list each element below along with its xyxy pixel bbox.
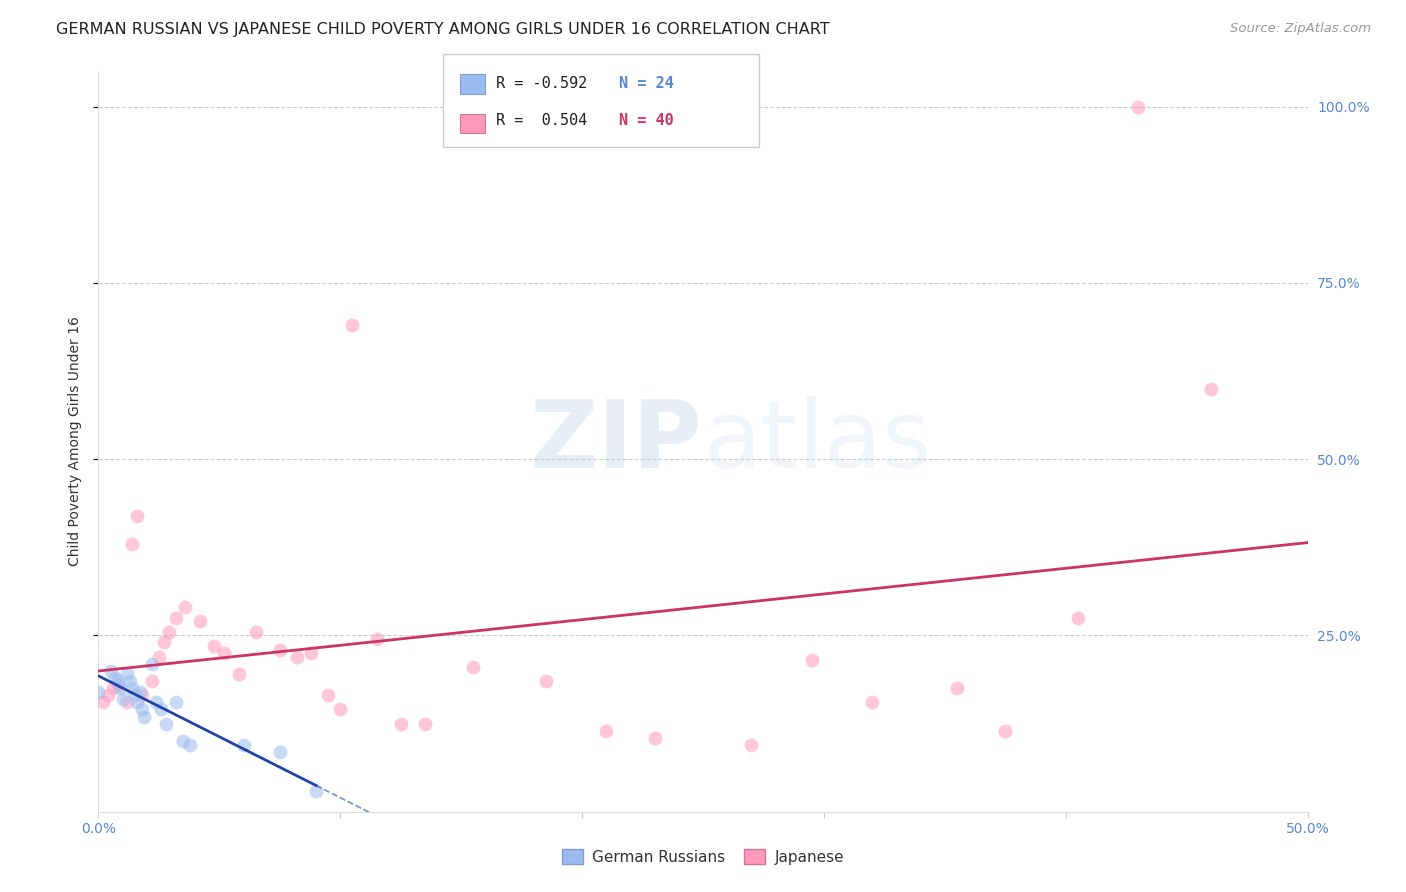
Text: R =  0.504: R = 0.504 — [496, 113, 588, 128]
Point — [127, 695, 149, 709]
Point — [463, 660, 485, 674]
Text: N = 40: N = 40 — [619, 113, 673, 128]
Point — [141, 674, 163, 689]
Point — [740, 738, 762, 752]
Point — [212, 646, 235, 660]
Point — [101, 681, 124, 696]
Point — [860, 695, 883, 709]
Point — [946, 681, 969, 696]
Point — [389, 716, 412, 731]
Point — [232, 738, 254, 752]
Point — [127, 508, 149, 523]
Point — [117, 695, 139, 709]
Point — [644, 731, 666, 745]
Point — [117, 667, 139, 681]
Point — [131, 689, 153, 703]
Point — [121, 681, 143, 696]
Point — [299, 646, 322, 660]
Text: Source: ZipAtlas.com: Source: ZipAtlas.com — [1230, 22, 1371, 36]
Point — [269, 745, 291, 759]
Point — [165, 695, 187, 709]
Point — [104, 671, 127, 685]
Point — [305, 783, 328, 797]
Point — [994, 723, 1017, 738]
Point — [128, 685, 150, 699]
Point — [91, 695, 114, 709]
Text: ZIP: ZIP — [530, 395, 703, 488]
Point — [316, 689, 339, 703]
Point — [121, 537, 143, 551]
Point — [150, 702, 173, 716]
Point — [228, 667, 250, 681]
Point — [329, 702, 352, 716]
Point — [413, 716, 436, 731]
Point — [157, 624, 180, 639]
Point — [131, 702, 153, 716]
Point — [107, 678, 129, 692]
Point — [534, 674, 557, 689]
Text: GERMAN RUSSIAN VS JAPANESE CHILD POVERTY AMONG GIRLS UNDER 16 CORRELATION CHART: GERMAN RUSSIAN VS JAPANESE CHILD POVERTY… — [56, 22, 830, 37]
Point — [342, 318, 364, 333]
Point — [148, 649, 170, 664]
Point — [1199, 382, 1222, 396]
Text: atlas: atlas — [703, 395, 931, 488]
Point — [366, 632, 388, 646]
Point — [107, 674, 129, 689]
Point — [245, 624, 267, 639]
Point — [174, 600, 197, 615]
Point — [595, 723, 617, 738]
Point — [1128, 100, 1150, 114]
Point — [100, 664, 122, 678]
Point — [87, 685, 110, 699]
Point — [155, 716, 177, 731]
Point — [285, 649, 308, 664]
Point — [204, 639, 226, 653]
Text: N = 24: N = 24 — [619, 76, 673, 91]
Legend: German Russians, Japanese: German Russians, Japanese — [555, 843, 851, 871]
Point — [124, 689, 146, 703]
Point — [111, 692, 134, 706]
Point — [141, 657, 163, 671]
Point — [188, 615, 211, 629]
Point — [1067, 611, 1090, 625]
Y-axis label: Child Poverty Among Girls Under 16: Child Poverty Among Girls Under 16 — [69, 317, 83, 566]
Point — [172, 734, 194, 748]
Point — [269, 642, 291, 657]
Text: R = -0.592: R = -0.592 — [496, 76, 588, 91]
Point — [134, 709, 156, 723]
Point — [152, 635, 174, 649]
Point — [179, 738, 201, 752]
Point — [118, 674, 141, 689]
Point — [97, 689, 120, 703]
Point — [800, 653, 823, 667]
Point — [108, 681, 131, 696]
Point — [165, 611, 187, 625]
Point — [145, 695, 167, 709]
